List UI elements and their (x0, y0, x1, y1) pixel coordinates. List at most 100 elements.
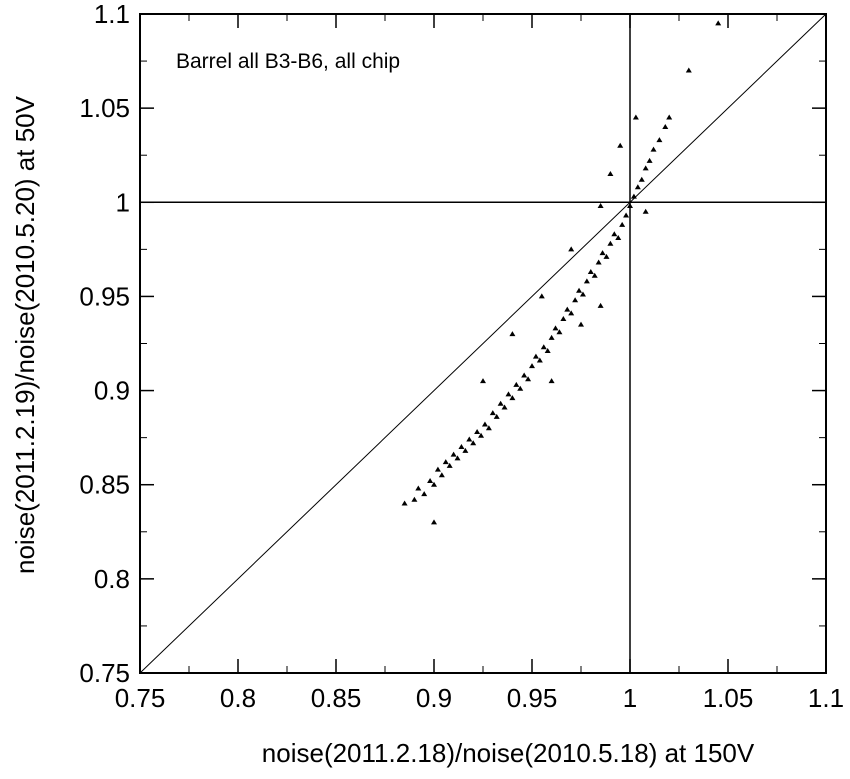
data-point (597, 203, 604, 209)
data-point (597, 302, 604, 308)
data-point (450, 451, 457, 457)
data-point (634, 184, 641, 190)
y-tick-label: 0.8 (94, 564, 130, 594)
data-point (458, 444, 465, 450)
data-point (656, 137, 663, 143)
data-point (579, 291, 586, 297)
x-tick-label: 0.75 (115, 683, 166, 713)
x-tick-label: 1 (623, 683, 637, 713)
y-tick-label: 0.95 (79, 281, 130, 311)
data-point (509, 395, 516, 401)
data-point (632, 114, 639, 120)
x-tick-label: 0.8 (220, 683, 256, 713)
data-point (578, 321, 584, 327)
diagonal-reference-line (139, 13, 827, 674)
data-point (544, 348, 551, 354)
data-point (540, 344, 547, 350)
data-point (442, 459, 449, 465)
y-tick-label: 0.75 (79, 658, 130, 688)
data-point (478, 432, 485, 438)
y-tick-label: 0.9 (94, 376, 130, 406)
x-axis-ticks: 0.75 0.8 0.85 0.9 0.95 1 1.05 1.1 (115, 14, 844, 713)
data-point (548, 334, 555, 340)
y-axis-label: noise(2011.2.19)/noise(2010.5.20) at 50V (10, 95, 40, 574)
data-point (415, 485, 422, 491)
data-point (454, 455, 461, 461)
data-points (401, 20, 722, 525)
data-point (421, 491, 428, 497)
data-point (603, 253, 610, 259)
x-tick-label: 0.95 (507, 683, 558, 713)
data-point (619, 221, 626, 227)
data-point (434, 466, 441, 472)
data-point (501, 404, 508, 410)
x-tick-label: 0.9 (416, 683, 452, 713)
data-point (505, 391, 512, 397)
x-axis-label: noise(2011.2.18)/noise(2010.5.18) at 150… (262, 738, 755, 768)
data-point (489, 410, 496, 416)
data-point (572, 297, 579, 303)
data-point (611, 231, 618, 237)
data-point (715, 20, 722, 26)
y-axis-ticks: 0.75 0.8 0.85 0.9 0.95 1 1.05 1.1 (79, 0, 826, 688)
data-point (568, 310, 575, 316)
data-point (497, 400, 504, 406)
chart-annotation: Barrel all B3-B6, all chip (176, 50, 400, 73)
data-point (568, 246, 575, 252)
data-point (646, 157, 653, 163)
data-point (595, 259, 602, 265)
data-point (521, 372, 528, 378)
data-point (615, 235, 622, 241)
data-point (446, 462, 453, 468)
data-point (642, 208, 649, 214)
data-point (617, 142, 624, 148)
data-point (401, 500, 408, 506)
x-tick-label: 0.85 (311, 683, 362, 713)
data-point (411, 496, 418, 502)
data-point (607, 240, 614, 246)
data-point (470, 440, 477, 446)
x-tick-label: 1.05 (703, 683, 754, 713)
data-point (481, 421, 488, 427)
data-point (650, 146, 657, 152)
data-point (431, 519, 437, 525)
data-point (474, 428, 481, 434)
data-point (532, 353, 539, 359)
data-point (480, 378, 486, 384)
data-point (466, 436, 473, 442)
data-point (685, 67, 692, 73)
data-point (662, 123, 669, 129)
data-point (627, 203, 633, 209)
data-point (591, 272, 598, 278)
reference-lines (139, 13, 827, 674)
data-point (493, 413, 500, 419)
data-point (513, 381, 520, 387)
data-point (548, 378, 555, 384)
y-tick-label: 1.05 (79, 93, 130, 123)
data-point (587, 268, 594, 274)
data-point (536, 357, 543, 363)
data-point (623, 212, 630, 218)
data-point (564, 306, 571, 312)
data-point (630, 193, 637, 199)
data-point (538, 293, 545, 299)
data-point (509, 331, 516, 337)
data-point (560, 316, 567, 322)
y-tick-label: 0.85 (79, 470, 130, 500)
data-point (583, 278, 590, 284)
data-point (427, 477, 434, 483)
data-point (462, 447, 469, 453)
data-point (529, 363, 535, 369)
data-point (438, 472, 445, 478)
data-point (666, 114, 673, 120)
data-point (552, 325, 559, 331)
data-point (642, 165, 649, 171)
data-point (431, 481, 437, 487)
data-point (638, 176, 645, 182)
data-point (576, 287, 583, 293)
y-tick-label: 1.1 (94, 0, 130, 29)
data-point (599, 250, 606, 256)
data-point (525, 376, 532, 382)
y-tick-label: 1 (116, 187, 130, 217)
